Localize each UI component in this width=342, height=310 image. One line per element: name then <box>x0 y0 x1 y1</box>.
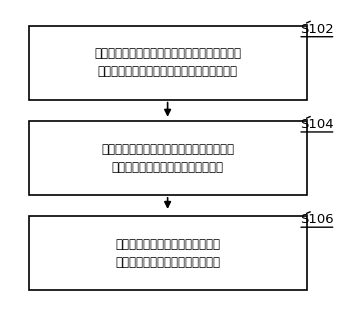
Text: S104: S104 <box>300 118 334 131</box>
FancyBboxPatch shape <box>28 216 307 290</box>
Text: 从处理器阵列中任意选择一个处理器作为主处理
器，并且将主处理器的系统时钟作为参考时钟: 从处理器阵列中任意选择一个处理器作为主处理 器，并且将主处理器的系统时钟作为参考… <box>94 47 241 78</box>
Text: 由主处理器生成外部中断信号并且每隔预定
时间向其他处理器发送外部中断信号: 由主处理器生成外部中断信号并且每隔预定 时间向其他处理器发送外部中断信号 <box>101 143 234 174</box>
Text: S106: S106 <box>300 213 334 226</box>
Text: 通过其他处理器接收外部中断信号
并基于外部中断信号修正自身时间: 通过其他处理器接收外部中断信号 并基于外部中断信号修正自身时间 <box>115 238 220 269</box>
FancyBboxPatch shape <box>28 26 307 100</box>
FancyBboxPatch shape <box>28 121 307 195</box>
Text: S102: S102 <box>300 23 334 36</box>
